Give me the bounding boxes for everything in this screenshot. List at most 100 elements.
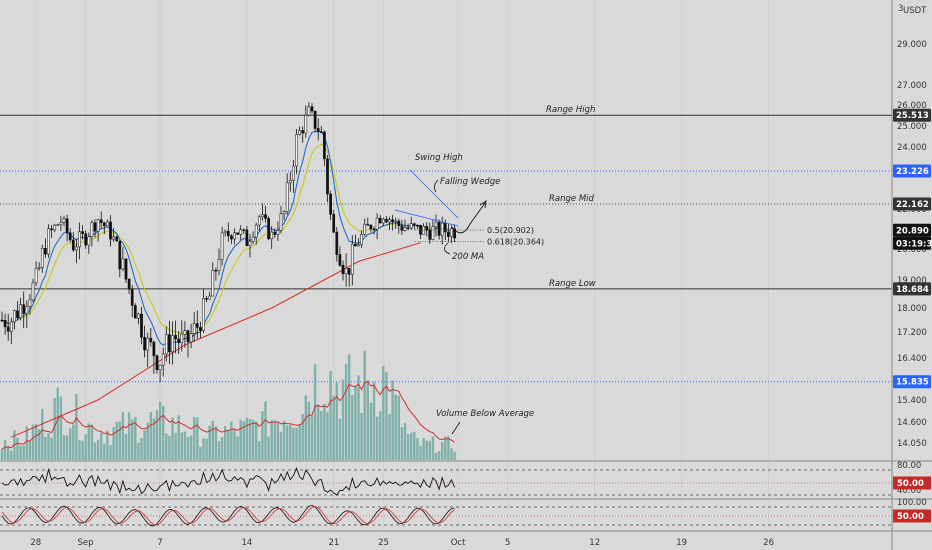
volume-bar <box>329 370 332 460</box>
volume-bar <box>434 452 438 460</box>
candle-body <box>226 230 230 237</box>
candle-body <box>319 131 323 134</box>
volume-bar <box>165 433 168 460</box>
candle-body <box>68 232 72 241</box>
volume-bar <box>351 395 354 460</box>
volume-bar <box>106 430 109 460</box>
price-tick-label: 24.000 <box>897 143 927 153</box>
candle-body <box>242 229 246 231</box>
candle-body <box>301 130 305 134</box>
candle-body <box>431 226 435 240</box>
candle-body <box>251 236 255 242</box>
volume-bar <box>50 437 53 460</box>
candle-body <box>270 231 274 240</box>
candle-body <box>236 232 239 235</box>
volume-bar <box>81 440 84 460</box>
candle-body <box>245 229 249 247</box>
candle-body <box>124 258 128 280</box>
price-tick-label: 16.400 <box>897 354 927 364</box>
volume-bar <box>211 420 214 460</box>
candle-body <box>0 319 4 322</box>
price-badge[interactable] <box>893 282 931 296</box>
volume-bar <box>214 426 218 460</box>
volume-bar <box>354 386 357 460</box>
volume-bar <box>72 424 75 460</box>
price-badge[interactable] <box>893 164 931 178</box>
volume-bar <box>301 413 304 460</box>
volume-bar <box>447 436 450 460</box>
volume-bar <box>53 398 56 460</box>
candle-body <box>115 236 119 242</box>
candle-body <box>279 213 283 231</box>
candle-body <box>397 220 401 226</box>
volume-bar <box>56 387 59 460</box>
candle-body <box>31 282 35 301</box>
candle-body <box>202 298 205 331</box>
candle-body <box>385 218 388 223</box>
candle-body <box>53 224 57 231</box>
volume-bar <box>93 442 97 460</box>
candle-body <box>440 222 444 236</box>
candle-body <box>406 227 410 229</box>
price-tick-label: 25.000 <box>897 122 927 132</box>
volume-bar <box>255 421 258 460</box>
price-badge[interactable] <box>893 108 931 122</box>
volume-bar <box>444 436 447 460</box>
volume-bar <box>298 424 301 460</box>
volume-bar <box>338 418 342 460</box>
price-badge[interactable] <box>893 375 931 389</box>
price-badge-text: 03:19:32 <box>896 239 932 249</box>
volume-bar <box>344 364 348 460</box>
volume-bar <box>431 436 435 460</box>
volume-bar <box>217 441 221 460</box>
candle-body <box>257 216 261 226</box>
price-badge-text: 22.162 <box>896 200 929 210</box>
time-axis-label: 25 <box>378 538 389 548</box>
candle-body <box>304 114 308 134</box>
candle-body <box>239 229 243 235</box>
price-badge[interactable] <box>893 223 931 237</box>
candle-body <box>93 222 97 232</box>
volume-bar <box>366 380 369 460</box>
candle-body <box>121 258 125 270</box>
candle-body <box>288 179 292 184</box>
currency-label: USDT <box>903 6 927 16</box>
price-badge[interactable] <box>893 236 931 250</box>
candle-body <box>332 214 336 233</box>
wedge-upper-line[interactable] <box>409 169 459 219</box>
time-axis-label: 21 <box>328 538 339 548</box>
volume-bar <box>264 401 267 460</box>
volume-bar <box>372 382 376 460</box>
candle-body <box>189 333 193 343</box>
candle-body <box>9 321 13 332</box>
price-tick-label: 29.000 <box>897 40 927 50</box>
candle-body <box>78 231 81 248</box>
candle-body <box>437 221 441 236</box>
candle-body <box>112 236 115 240</box>
candle-body <box>19 304 22 318</box>
candle-body <box>338 254 342 266</box>
time-axis-label: 7 <box>157 538 162 548</box>
stoch-axis-label: 100.00 <box>897 498 927 508</box>
candle-body <box>44 248 47 255</box>
candle-body <box>394 220 398 223</box>
projection-arrow[interactable] <box>451 202 486 234</box>
candle-body <box>62 218 66 223</box>
candle-body <box>416 224 419 227</box>
candle-body <box>264 214 267 219</box>
rsi-mid-badge <box>893 476 931 490</box>
wedge-lower-line[interactable] <box>394 209 459 227</box>
candle-body <box>292 165 295 181</box>
volume-bar <box>304 395 307 460</box>
volume-bar <box>323 404 326 460</box>
candle-body <box>177 338 181 343</box>
annotation-pointer <box>434 179 439 193</box>
volume-bar <box>307 401 311 460</box>
price-badge[interactable] <box>893 197 931 211</box>
price-tick-label: 27.000 <box>897 81 927 91</box>
candle-body <box>323 131 326 160</box>
candle-body <box>412 223 416 226</box>
